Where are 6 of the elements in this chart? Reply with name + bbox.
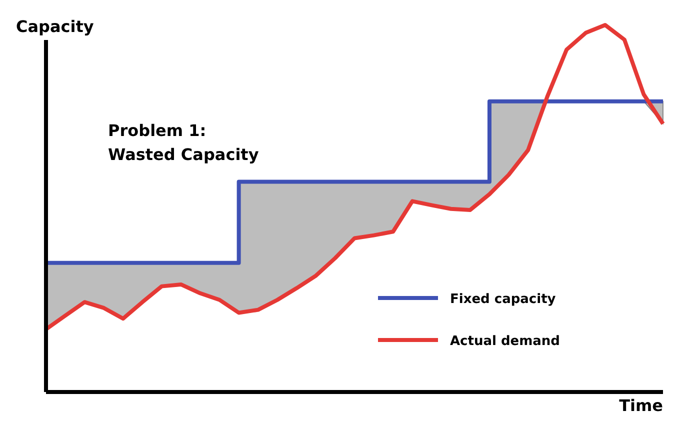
annotation: Wasted Capacity: [108, 145, 260, 164]
annotation: Problem 1:: [108, 121, 206, 140]
legend-label: Actual demand: [450, 334, 560, 349]
legend-label: Fixed capacity: [450, 292, 556, 307]
x-axis-title: Time: [619, 396, 664, 415]
y-axis-title: Capacity: [16, 17, 94, 36]
